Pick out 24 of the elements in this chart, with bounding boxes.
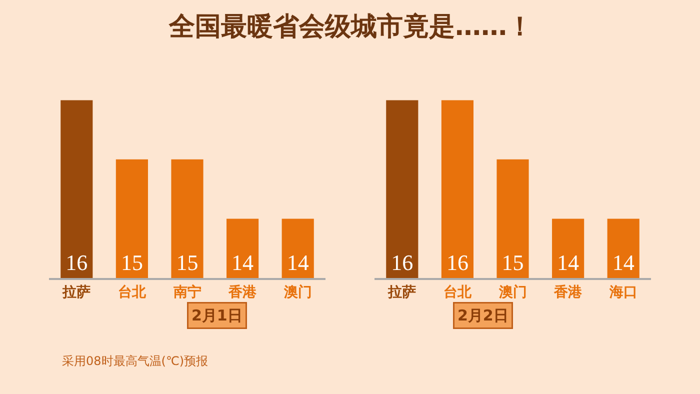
data-label: 14 — [232, 250, 254, 276]
x-tick-label: 台北 — [443, 284, 472, 301]
data-label: 14 — [286, 250, 309, 276]
data-label: 16 — [391, 250, 414, 276]
data-label: 15 — [176, 250, 198, 276]
data-label: 16 — [446, 250, 468, 276]
x-tick-label: 澳门 — [282, 284, 312, 301]
x-tick-label: 海口 — [608, 284, 638, 301]
text: 采用08时最高气温(℃)预报 — [62, 354, 208, 368]
data-label: 14 — [557, 250, 580, 276]
x-tick-label: 拉萨 — [387, 284, 416, 301]
x-axis-title: 2月2日 — [458, 306, 508, 324]
x-tick-label: 香港 — [228, 284, 258, 301]
x-tick-label: 澳门 — [498, 284, 527, 301]
x-tick-label: 香港 — [553, 284, 584, 301]
x-axis-title: 2月1日 — [192, 306, 242, 324]
data-label: 14 — [612, 250, 634, 276]
data-label: 16 — [66, 250, 88, 276]
data-label: 15 — [502, 250, 524, 276]
chart-title: 全国最暖省会级城市竟是……！ — [168, 12, 533, 42]
x-tick-label: 南宁 — [172, 284, 202, 301]
x-tick-label: 台北 — [118, 284, 147, 301]
data-label: 15 — [120, 250, 143, 276]
x-tick-label: 拉萨 — [62, 284, 91, 301]
